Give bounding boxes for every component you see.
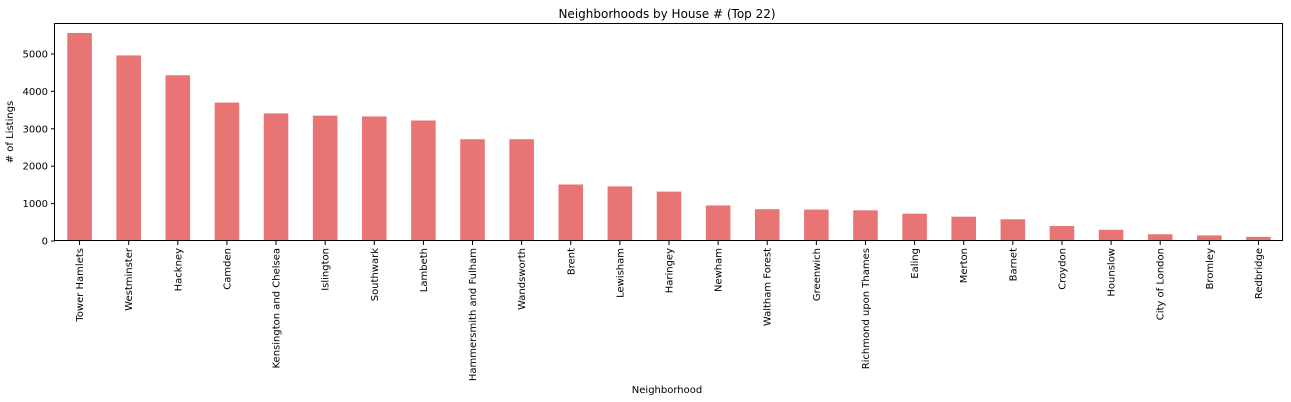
x-tick-label: Brent (566, 248, 577, 275)
x-tick-label: Camden (222, 248, 233, 290)
x-tick-label: Kensington and Chelsea (272, 248, 283, 369)
x-tick-label: Greenwich (812, 248, 823, 301)
y-tick-label: 2000 (23, 162, 48, 173)
y-axis-title: # of Listings (5, 101, 16, 164)
bar (411, 120, 436, 241)
bar (1000, 219, 1026, 241)
y-axis: 0 1000 2000 3000 4000 5000 (23, 49, 55, 248)
x-tick-label: Bromley (1205, 248, 1216, 290)
bar (509, 139, 534, 241)
x-tick-label: Lewisham (615, 248, 626, 298)
x-tick-label: Waltham Forest (763, 248, 774, 326)
x-tick-label: Islington (321, 248, 332, 291)
x-tick-label: Hackney (173, 248, 184, 291)
bar (853, 210, 878, 241)
bar (362, 116, 387, 241)
x-tick-label: Merton (959, 248, 970, 283)
x-tick-label: Hounslow (1107, 248, 1118, 297)
bar (705, 205, 731, 241)
y-tick-label: 0 (42, 237, 48, 248)
x-axis: Tower Hamlets Westminster Hackney Camden Ken… (75, 241, 1265, 381)
y-tick-label: 5000 (23, 49, 48, 60)
x-tick-label: Croydon (1057, 248, 1068, 290)
bars-group (67, 32, 1271, 242)
x-tick-label: Richmond upon Thames (861, 248, 872, 369)
x-tick-label: Hammersmith and Fulham (468, 248, 479, 381)
x-tick-label: City of London (1156, 248, 1167, 320)
x-tick-label: Haringey (665, 248, 676, 293)
x-tick-label: Westminster (124, 247, 135, 311)
bar (656, 191, 682, 241)
y-tick-label: 4000 (23, 87, 48, 98)
bar (902, 213, 927, 241)
x-tick-label: Wandsworth (517, 248, 528, 310)
bar (165, 75, 191, 241)
bar (263, 113, 289, 241)
x-tick-label: Ealing (910, 248, 921, 279)
bar (804, 209, 829, 241)
bar (312, 115, 338, 241)
x-tick-label: Barnet (1008, 248, 1019, 281)
bar (214, 102, 240, 241)
bar (1246, 236, 1271, 241)
y-tick-label: 3000 (23, 124, 48, 135)
bar (607, 186, 633, 241)
x-tick-label: Tower Hamlets (75, 248, 86, 323)
x-tick-label: Lambeth (419, 248, 430, 292)
y-tick-label: 1000 (23, 199, 48, 210)
chart-title: Neighborhoods by House # (Top 22) (558, 7, 775, 21)
bar (558, 184, 584, 241)
bar (951, 216, 976, 241)
bar (67, 32, 92, 242)
plot-frame (54, 23, 1283, 241)
x-tick-label: Redbridge (1254, 248, 1265, 299)
bar (1049, 226, 1075, 241)
x-axis-title: Neighborhood (632, 385, 702, 396)
bar (1098, 229, 1124, 241)
bar (460, 139, 485, 241)
bar (1147, 234, 1173, 241)
bar (754, 209, 780, 241)
bar (116, 55, 141, 242)
x-tick-label: Newham (714, 248, 725, 292)
bar (1197, 235, 1222, 241)
x-tick-label: Southwark (370, 248, 381, 301)
